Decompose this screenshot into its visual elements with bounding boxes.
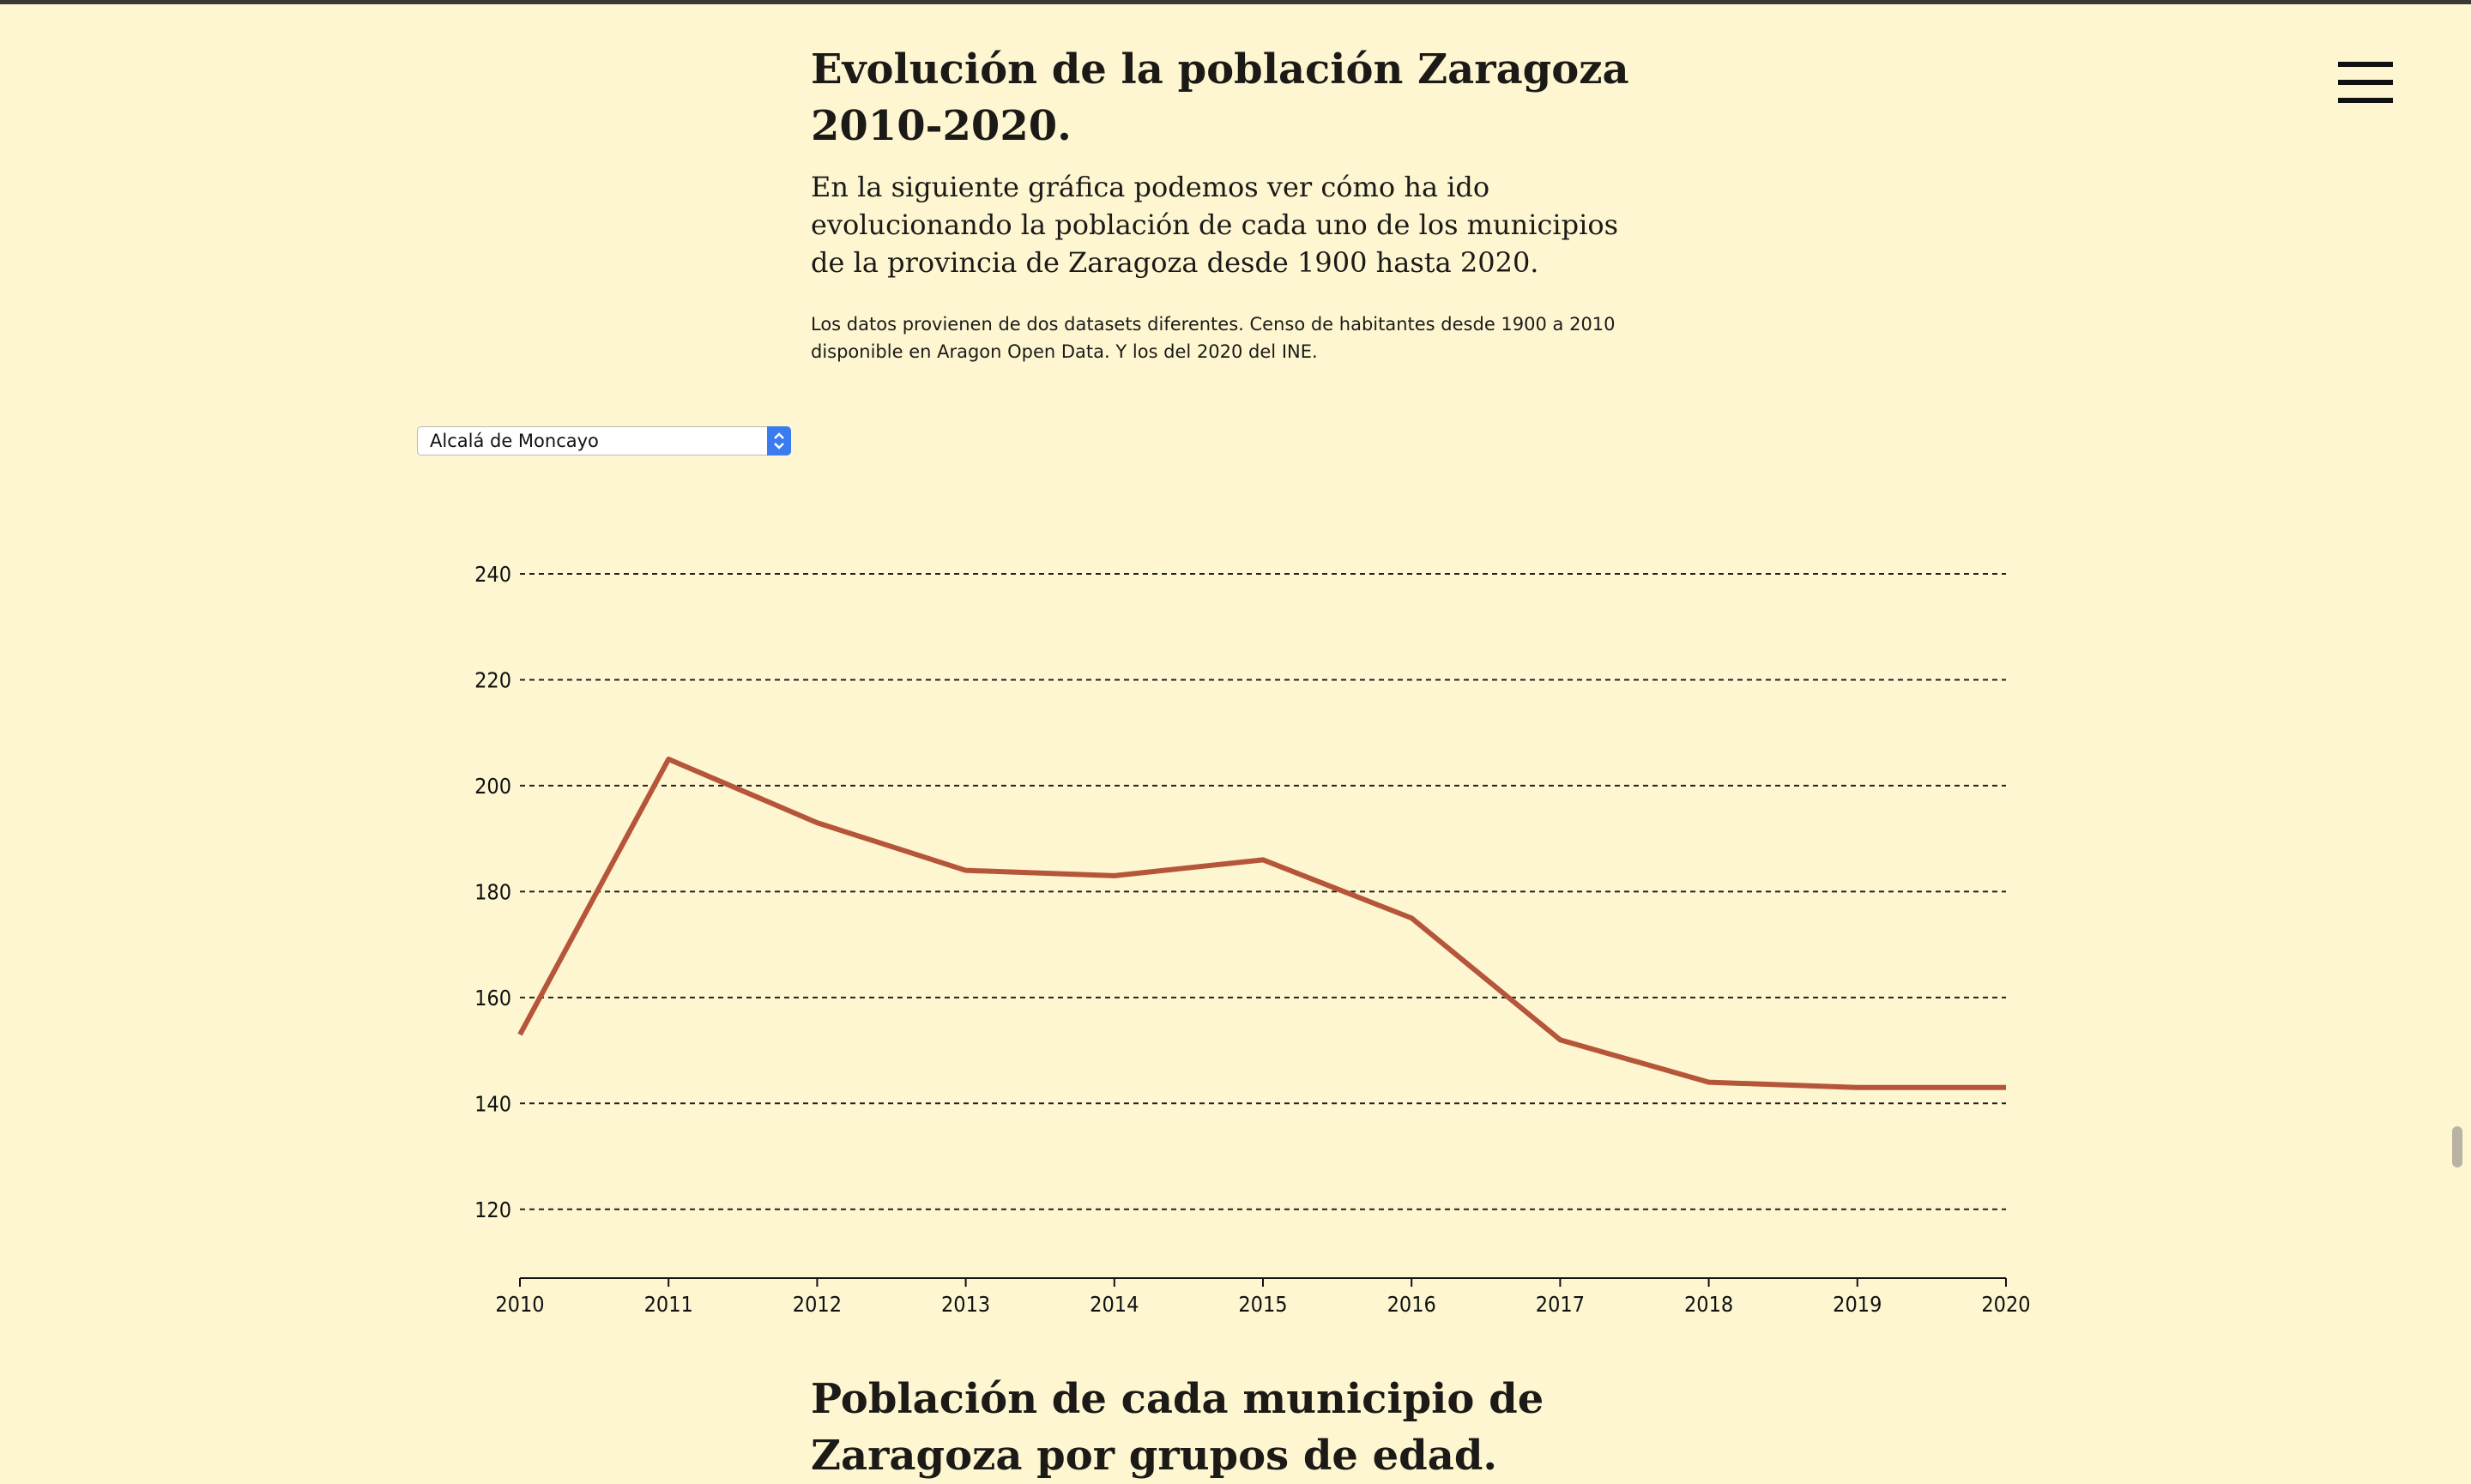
scrollbar-thumb[interactable] <box>2452 1126 2462 1167</box>
x-axis: 2010 2011 2012 2013 2014 2015 2016 2017 2018 2019… <box>495 1277 2031 1317</box>
page-title: Evolución de la población Zaragoza 2010-… <box>811 45 1629 150</box>
x-tick-label: 2020 <box>1981 1292 2030 1317</box>
y-tick-label: 220 <box>474 667 511 692</box>
y-tick-label: 240 <box>474 562 511 587</box>
y-tick-label: 160 <box>474 986 511 1010</box>
menu-bar-icon <box>2338 62 2393 67</box>
x-tick-label: 2012 <box>793 1292 842 1317</box>
y-tick-label: 200 <box>474 774 511 799</box>
select-arrows-icon <box>767 426 791 455</box>
x-tick-label: 2010 <box>495 1292 544 1317</box>
x-tick-label: 2015 <box>1238 1292 1287 1317</box>
window-top-edge <box>0 0 2471 4</box>
data-source-note: Los datos provienen de dos datasets dife… <box>811 314 1616 362</box>
x-tick-label: 2014 <box>1090 1292 1139 1317</box>
x-tick-label: 2016 <box>1387 1292 1436 1317</box>
y-tick-label: 120 <box>474 1197 511 1222</box>
population-series-line <box>517 757 2006 1090</box>
grid-lines <box>520 573 2006 1210</box>
x-tick-label: 2017 <box>1536 1292 1585 1317</box>
municipality-select[interactable]: Alcalá de Moncayo <box>417 426 791 455</box>
municipality-select-value: Alcalá de Moncayo <box>430 431 599 451</box>
y-tick-label: 180 <box>474 879 511 904</box>
menu-bar-icon <box>2338 80 2393 85</box>
x-tick-label: 2018 <box>1684 1292 1733 1317</box>
hamburger-menu-button[interactable] <box>2338 62 2393 103</box>
next-section-title: Población de cada municipio de Zaragoza … <box>811 1375 1544 1480</box>
menu-bar-icon <box>2338 98 2393 103</box>
series-lines <box>517 757 2006 1090</box>
x-tick-label: 2013 <box>941 1292 990 1317</box>
intro-paragraph: En la siguiente gráfica podemos ver cómo… <box>811 171 1619 279</box>
up-down-chevron-icon <box>774 432 784 449</box>
x-tick-label: 2011 <box>644 1292 693 1317</box>
y-tick-label: 140 <box>474 1091 511 1116</box>
x-tick-label: 2019 <box>1833 1292 1882 1317</box>
y-axis-ticks: 120 140 160 180 200 220 240 <box>474 562 511 1222</box>
